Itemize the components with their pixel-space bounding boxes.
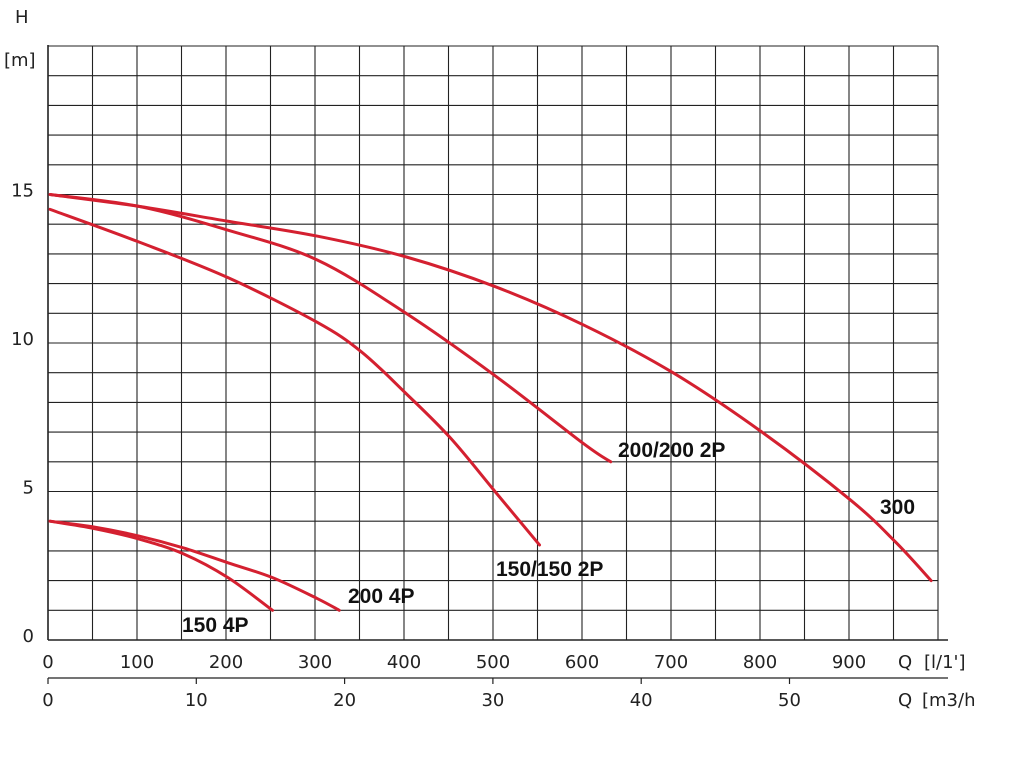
x2-axis-unit: [m3/h — [922, 690, 975, 711]
x-tick-label: 600 — [565, 652, 599, 673]
curve-label-200-200-2p: 200/200 2P — [618, 439, 725, 462]
curve-series-0 — [48, 193, 933, 583]
x-tick-label: 700 — [654, 652, 688, 673]
x-tick-label: 100 — [120, 652, 154, 673]
x-tick-label: 500 — [476, 652, 510, 673]
y-tick-label: 5 — [23, 478, 34, 499]
curve-label-150-150-2p: 150/150 2P — [496, 558, 603, 581]
curve-series-1 — [48, 193, 613, 464]
y-tick-label: 10 — [11, 329, 34, 350]
x-tick-label: 400 — [387, 652, 421, 673]
x-axis-unit: [l/1'] — [924, 652, 966, 673]
x-axis-label: Q — [898, 652, 912, 673]
curve-label-150-4p: 150 4P — [182, 614, 249, 637]
curve-series-3 — [48, 519, 341, 612]
x2-tick-label: 0 — [42, 690, 53, 711]
x2-tick-label: 10 — [185, 690, 208, 711]
x-tick-label: 800 — [743, 652, 777, 673]
x2-axis-label: Q — [898, 690, 912, 711]
grid-lines — [48, 45, 939, 640]
curve-label-200-4p: 200 4P — [348, 585, 415, 608]
x2-tick-label: 30 — [481, 690, 504, 711]
curve-series-4 — [48, 519, 274, 612]
x-tick-label: 300 — [298, 652, 332, 673]
curve-label-300: 300 — [880, 496, 915, 519]
x-tick-label: 0 — [42, 652, 53, 673]
x2-tick-label: 40 — [630, 690, 653, 711]
axes — [47, 45, 948, 679]
x-tick-label: 200 — [209, 652, 243, 673]
y-tick-label: 0 — [23, 626, 34, 647]
pump-curves — [48, 193, 933, 612]
curve-series-2 — [48, 207, 541, 547]
tick-labels: 0 100 200 300 400 500 600 700 800 900 0 5 10 15 0 10 20 3… — [11, 181, 866, 712]
curve-labels: 200/200 2P 300 150/150 2P 200 4P 150 4P — [182, 439, 915, 637]
y-tick-label: 15 — [11, 181, 34, 202]
x-tick-label: 900 — [832, 652, 866, 673]
y-axis-unit: [m] — [4, 50, 36, 71]
x2-tick-label: 20 — [333, 690, 356, 711]
y-axis-label: H — [15, 7, 29, 28]
x2-tick-label: 50 — [778, 690, 801, 711]
